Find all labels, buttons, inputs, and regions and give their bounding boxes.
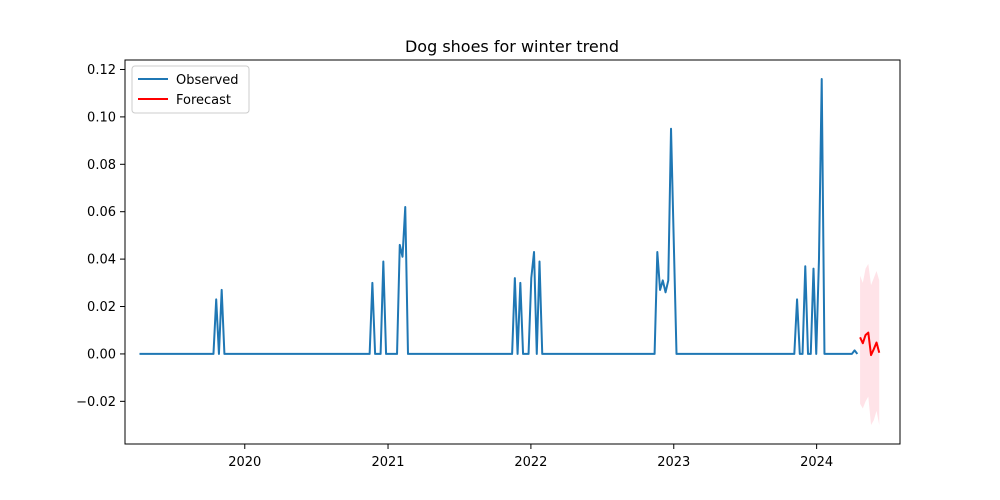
x-axis: 2020 2021 2022 2023 2024: [228, 444, 833, 470]
legend-box: [131, 65, 250, 114]
legend-label-observed: Observed: [176, 73, 239, 88]
plot-area: [139, 77, 881, 426]
series-line-forecast: [859, 331, 881, 357]
legend: Observed Forecast: [131, 65, 250, 114]
y-tick-label: 0.08: [87, 158, 116, 173]
y-tick-label: 0.12: [87, 63, 116, 78]
legend-label-forecast: Forecast: [176, 93, 231, 108]
x-tick-label: 2020: [228, 455, 261, 470]
y-axis: −0.02 0.00 0.02 0.04 0.06 0.08 0.10 0.12: [76, 63, 125, 410]
x-tick-label: 2024: [800, 455, 833, 470]
y-tick-label: 0.04: [87, 253, 116, 268]
series-line-observed: [139, 77, 859, 355]
x-tick-label: 2022: [514, 455, 547, 470]
y-tick-label: 0.02: [87, 300, 116, 315]
y-tick-label: 0.06: [87, 205, 116, 220]
x-tick-label: 2023: [657, 455, 690, 470]
plot-frame: [124, 59, 901, 445]
y-tick-label: −0.02: [76, 395, 116, 410]
x-tick-label: 2021: [371, 455, 404, 470]
y-tick-label: 0.10: [87, 110, 116, 125]
y-tick-label: 0.00: [87, 347, 116, 362]
chart-title: Dog shoes for winter trend: [405, 37, 619, 56]
